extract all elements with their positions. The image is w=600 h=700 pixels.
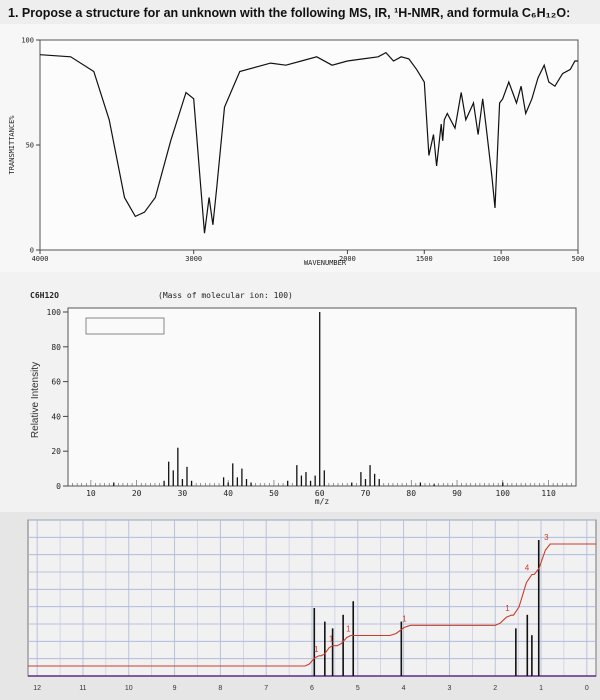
ms-y-label: Relative Intensity (30, 362, 41, 438)
ms-x-tick-label: 20 (132, 489, 142, 498)
nmr-integral-label: 4 (525, 564, 530, 573)
ms-header-right: (Mass of molecular ion: 100) (158, 291, 293, 300)
nmr-x-tick-label: 1 (539, 685, 543, 692)
ms-x-tick-label: 70 (361, 489, 371, 498)
ms-x-tick-label: 40 (223, 489, 233, 498)
question-text: 1. Propose a structure for an unknown wi… (8, 6, 571, 20)
nmr-integral-label: 1 (329, 635, 334, 644)
ms-y-tick-label: 80 (51, 343, 61, 352)
ms-x-tick-label: 50 (269, 489, 279, 498)
ms-ticks: 10 20 30 40 50 60 70 80 90 100 110 0 20 40 60 80 100 (47, 308, 577, 498)
ir-trace (39, 51, 578, 234)
nmr-x-tick-label: 10 (125, 685, 133, 692)
ms-y-tick-label: 40 (51, 412, 61, 421)
nmr-ticks: 12 11 10 9 8 7 6 5 4 3 2 1 0 (33, 685, 589, 692)
nmr-x-tick-label: 5 (356, 685, 360, 692)
ms-x-label: m/z (315, 497, 330, 506)
ir-x-tick-label: 4000 (32, 255, 49, 263)
ir-x-tick-label: 500 (572, 255, 585, 263)
ms-y-tick-label: 60 (51, 378, 61, 387)
ir-y-label: TRANSMITTANCE% (8, 115, 16, 175)
nmr-integral-label: 1 (505, 604, 510, 613)
ms-x-tick-label: 100 (496, 489, 511, 498)
ms-x-tick-label: 90 (452, 489, 462, 498)
nmr-x-tick-label: 4 (402, 685, 406, 692)
nmr-integral-label: 1 (314, 645, 319, 654)
ir-x-tick-label: 2000 (339, 255, 356, 263)
nmr-peaks (313, 540, 540, 676)
nmr-x-tick-label: 7 (264, 685, 268, 692)
ir-x-tick-label: 1500 (416, 255, 433, 263)
ms-x-tick-label: 80 (406, 489, 416, 498)
nmr-x-tick-label: 3 (447, 685, 451, 692)
ms-y-tick-label: 20 (51, 447, 61, 456)
ms-bars (113, 312, 504, 486)
nmr-x-tick-label: 9 (173, 685, 177, 692)
nmr-x-tick-label: 11 (79, 685, 86, 692)
ir-y-tick-label: 0 (30, 247, 34, 255)
nmr-x-tick-label: 0 (585, 685, 589, 692)
nmr-x-tick-label: 2 (493, 685, 497, 692)
ms-header-left: C6H12O (30, 291, 59, 300)
ms-x-tick-label: 10 (86, 489, 96, 498)
ir-y-tick-label: 50 (26, 142, 34, 150)
ms-x-tick-label: 30 (178, 489, 188, 498)
nmr-integral-label: 1 (346, 625, 351, 634)
ms-y-tick-label: 0 (56, 482, 61, 491)
nmr-integral-curve (28, 543, 596, 667)
ir-x-tick-label: 1000 (493, 255, 510, 263)
ms-plot-frame (67, 307, 577, 487)
ms-y-tick-label: 100 (47, 308, 62, 317)
ir-y-tick-label: 100 (21, 37, 34, 45)
nmr-x-tick-label: 6 (310, 685, 314, 692)
nmr-integral-label: 3 (544, 533, 549, 542)
ms-x-tick-label: 60 (315, 489, 325, 498)
nmr-integral-labels: 1 1 1 1 1 4 3 (314, 533, 549, 654)
nmr-integral-label: 1 (402, 614, 407, 623)
nmr-x-tick-label: 8 (218, 685, 222, 692)
nmr-x-tick-label: 12 (33, 685, 41, 692)
ms-x-tick-label: 110 (541, 489, 556, 498)
mass-spectrum: C6H12O (Mass of molecular ion: 100) 10 20… (0, 272, 600, 512)
ms-empty-box (85, 317, 165, 335)
ir-x-label: WAVENUMBER (304, 259, 347, 267)
ir-x-tick-label: 3000 (185, 255, 202, 263)
nmr-grid (28, 519, 596, 677)
